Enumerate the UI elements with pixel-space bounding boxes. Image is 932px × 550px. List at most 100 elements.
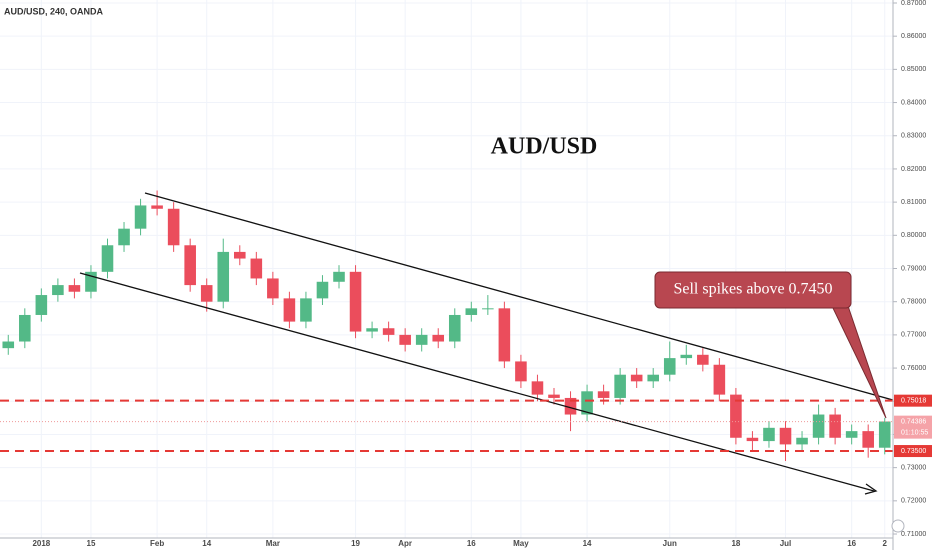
x-tick-label: 14 bbox=[202, 539, 211, 548]
current-price-label: 0.74386 bbox=[901, 418, 926, 425]
upper-trend-line bbox=[144, 192, 894, 401]
y-tick-label: 0.83000 bbox=[901, 133, 926, 140]
candle-body bbox=[763, 427, 775, 442]
candle-body bbox=[85, 271, 97, 292]
candle-body bbox=[52, 285, 64, 296]
candle-body bbox=[746, 437, 759, 442]
y-tick-label: 0.73000 bbox=[901, 464, 926, 471]
callout-text: Sell spikes above 0.7450 bbox=[673, 281, 832, 298]
candle-body bbox=[349, 271, 362, 332]
candle-body bbox=[581, 391, 593, 415]
x-tick-label: Jun bbox=[663, 539, 677, 548]
candle-body bbox=[465, 308, 478, 315]
x-tick-label: 19 bbox=[351, 539, 360, 548]
candle-body bbox=[680, 354, 693, 359]
candle-body bbox=[730, 394, 742, 438]
candle-body bbox=[697, 354, 709, 365]
candle-body bbox=[233, 251, 246, 259]
x-tick-label: 15 bbox=[87, 539, 96, 548]
candle-body bbox=[134, 205, 147, 229]
y-tick-label: 0.87000 bbox=[901, 0, 926, 7]
x-tick-label: Mar bbox=[266, 539, 280, 548]
candle-body bbox=[250, 258, 263, 279]
candle-body bbox=[796, 437, 808, 445]
candle-body bbox=[399, 334, 411, 345]
countdown-label: 01:10:55 bbox=[901, 429, 928, 436]
lower-trend-line bbox=[79, 272, 875, 492]
x-tick-label: 2 bbox=[883, 539, 888, 548]
candle-body bbox=[267, 278, 279, 299]
candle-body bbox=[498, 308, 511, 362]
x-tick-label: 16 bbox=[467, 539, 476, 548]
x-tick-label: Apr bbox=[398, 539, 412, 548]
candle-body bbox=[415, 334, 428, 345]
candle-body bbox=[647, 374, 660, 382]
candle-body bbox=[531, 381, 544, 395]
x-tick-label: Jul bbox=[780, 539, 792, 548]
x-tick-label: 14 bbox=[583, 539, 592, 548]
candle-body bbox=[564, 397, 577, 415]
y-tick-label: 0.76000 bbox=[901, 365, 926, 372]
candle-body bbox=[382, 328, 395, 335]
axes: 0.710000.720000.730000.740000.750000.760… bbox=[32, 0, 932, 548]
x-tick-label: 18 bbox=[731, 539, 740, 548]
candle-body bbox=[118, 228, 130, 246]
y-tick-label: 0.77000 bbox=[901, 332, 926, 339]
candle-body bbox=[316, 281, 329, 299]
candle-body bbox=[597, 391, 610, 398]
x-tick-label: May bbox=[513, 539, 529, 548]
candle-body bbox=[812, 414, 825, 438]
candles bbox=[2, 190, 891, 462]
candle-body bbox=[432, 334, 445, 342]
candle-body bbox=[482, 308, 494, 310]
trend-arrow-head bbox=[864, 483, 878, 495]
grid bbox=[0, 0, 893, 538]
x-tick-label: 2018 bbox=[32, 539, 50, 548]
candle-body bbox=[68, 285, 81, 292]
candle-body bbox=[35, 295, 48, 315]
y-tick-label: 0.82000 bbox=[901, 166, 926, 173]
candle-body bbox=[2, 341, 15, 349]
candle-body bbox=[217, 251, 230, 302]
candle-body bbox=[333, 271, 345, 282]
candle-body bbox=[283, 298, 296, 322]
candle-body bbox=[184, 245, 196, 286]
current-price-bg bbox=[894, 415, 932, 439]
y-tick-label: 0.71000 bbox=[901, 531, 926, 538]
x-tick-label: 16 bbox=[847, 539, 856, 548]
candle-body bbox=[663, 358, 676, 375]
overlays bbox=[0, 192, 894, 495]
y-tick-label: 0.85000 bbox=[901, 66, 926, 73]
candle-body bbox=[167, 208, 180, 246]
candle-body bbox=[515, 361, 527, 382]
candle-body bbox=[548, 394, 560, 398]
callout-box bbox=[654, 271, 852, 309]
y-tick-label: 0.78000 bbox=[901, 299, 926, 306]
candle-body bbox=[713, 364, 726, 395]
candle-body bbox=[151, 205, 163, 209]
price-axis-bg bbox=[893, 0, 932, 550]
y-tick-label: 0.72000 bbox=[901, 498, 926, 505]
candle-body bbox=[300, 298, 312, 322]
candle-body bbox=[630, 374, 643, 382]
time-axis-bg bbox=[0, 538, 893, 550]
candle-body bbox=[862, 431, 874, 448]
candle-body bbox=[829, 414, 841, 438]
candle-body bbox=[19, 314, 31, 342]
callout: Sell spikes above 0.7450 bbox=[654, 271, 887, 419]
y-tick-label: 0.86000 bbox=[901, 33, 926, 40]
level-label-bg bbox=[894, 445, 932, 458]
x-tick-label: Feb bbox=[150, 539, 164, 548]
candle-body bbox=[878, 421, 891, 448]
y-tick-label: 0.80000 bbox=[901, 232, 926, 239]
candle-body bbox=[366, 328, 378, 332]
chart-annotation: AUD/USD bbox=[491, 134, 598, 160]
level-label: 0.73500 bbox=[901, 448, 926, 455]
level-label-bg bbox=[894, 394, 932, 407]
chart-title: AUD/USD, 240, OANDA bbox=[4, 6, 104, 16]
candle-body bbox=[448, 314, 461, 342]
y-tick-label: 0.79000 bbox=[901, 265, 926, 272]
candle-body bbox=[614, 374, 626, 398]
